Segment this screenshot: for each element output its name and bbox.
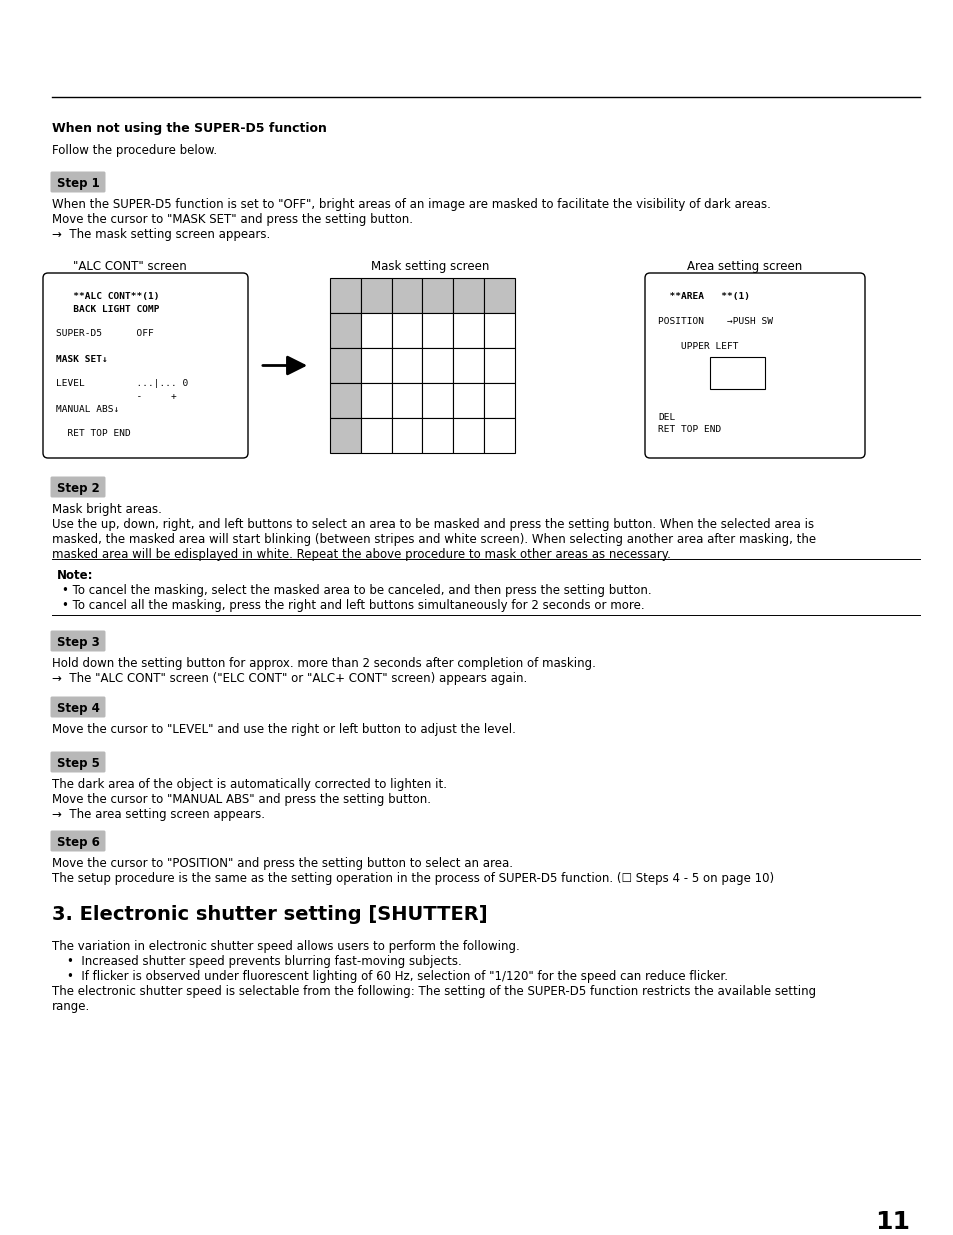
Bar	[484, 278, 515, 312]
Text: LEVEL         ...|... 0: LEVEL ...|... 0	[56, 379, 188, 389]
Text: Mask setting screen: Mask setting screen	[371, 261, 489, 273]
Text: masked, the masked area will start blinking (between stripes and white screen). : masked, the masked area will start blink…	[52, 534, 815, 546]
Text: RET TOP END: RET TOP END	[658, 425, 720, 433]
Text: Move the cursor to "POSITION" and press the setting button to select an area.: Move the cursor to "POSITION" and press …	[52, 857, 513, 869]
Bar	[422, 348, 453, 383]
Text: •  Increased shutter speed prevents blurring fast-moving subjects.: • Increased shutter speed prevents blurr…	[67, 955, 461, 968]
Text: Area setting screen: Area setting screen	[687, 261, 801, 273]
Bar	[709, 357, 764, 389]
FancyBboxPatch shape	[644, 273, 864, 458]
Bar	[330, 312, 360, 348]
Text: •  If flicker is observed under fluorescent lighting of 60 Hz, selection of "1/1: • If flicker is observed under fluoresce…	[67, 969, 727, 983]
Bar	[422, 383, 453, 417]
Text: **ALC CONT**(1): **ALC CONT**(1)	[56, 291, 159, 301]
Text: -     +: - +	[56, 391, 176, 401]
FancyBboxPatch shape	[51, 631, 106, 652]
Text: POSITION    →PUSH SW: POSITION →PUSH SW	[658, 317, 772, 326]
Text: UPPER LEFT: UPPER LEFT	[658, 342, 738, 351]
Bar	[360, 312, 392, 348]
Bar	[392, 348, 422, 383]
FancyBboxPatch shape	[51, 172, 106, 193]
Text: Step 4: Step 4	[57, 701, 100, 715]
Bar	[484, 417, 515, 453]
Text: • To cancel the masking, select the masked area to be canceled, and then press t: • To cancel the masking, select the mask…	[62, 584, 651, 597]
Text: MASK SET↓: MASK SET↓	[56, 354, 108, 363]
Bar	[453, 312, 484, 348]
Text: RET TOP END: RET TOP END	[56, 430, 131, 438]
Text: • To cancel all the masking, press the right and left buttons simultaneously for: • To cancel all the masking, press the r…	[62, 599, 644, 613]
Bar	[453, 383, 484, 417]
Bar	[453, 278, 484, 312]
Bar	[360, 417, 392, 453]
Text: Move the cursor to "MASK SET" and press the setting button.: Move the cursor to "MASK SET" and press …	[52, 212, 413, 226]
Text: Move the cursor to "LEVEL" and use the right or left button to adjust the level.: Move the cursor to "LEVEL" and use the r…	[52, 722, 516, 736]
Bar	[360, 383, 392, 417]
Text: →  The mask setting screen appears.: → The mask setting screen appears.	[52, 228, 270, 241]
Text: Note:: Note:	[57, 569, 93, 582]
Text: Move the cursor to "MANUAL ABS" and press the setting button.: Move the cursor to "MANUAL ABS" and pres…	[52, 793, 431, 806]
Text: **AREA   **(1): **AREA **(1)	[658, 291, 749, 301]
Bar	[392, 417, 422, 453]
FancyBboxPatch shape	[51, 752, 106, 773]
Bar	[484, 383, 515, 417]
FancyBboxPatch shape	[43, 273, 248, 458]
Text: Follow the procedure below.: Follow the procedure below.	[52, 144, 217, 157]
Text: The electronic shutter speed is selectable from the following: The setting of th: The electronic shutter speed is selectab…	[52, 986, 815, 998]
Text: Step 1: Step 1	[57, 177, 100, 190]
Bar	[422, 312, 453, 348]
Text: Step 5: Step 5	[57, 757, 100, 769]
Text: MANUAL ABS↓: MANUAL ABS↓	[56, 405, 119, 414]
Text: DEL: DEL	[658, 412, 675, 421]
Text: When not using the SUPER-D5 function: When not using the SUPER-D5 function	[52, 122, 327, 135]
Bar	[392, 312, 422, 348]
Text: The variation in electronic shutter speed allows users to perform the following.: The variation in electronic shutter spee…	[52, 940, 519, 953]
Text: Step 2: Step 2	[57, 482, 100, 495]
Text: Use the up, down, right, and left buttons to select an area to be masked and pre: Use the up, down, right, and left button…	[52, 517, 813, 531]
Bar	[330, 417, 360, 453]
Text: →  The "ALC CONT" screen ("ELC CONT" or "ALC+ CONT" screen) appears again.: → The "ALC CONT" screen ("ELC CONT" or "…	[52, 672, 527, 685]
Text: 11: 11	[874, 1210, 909, 1234]
Bar	[360, 278, 392, 312]
Text: Mask bright areas.: Mask bright areas.	[52, 503, 162, 516]
Text: SUPER-D5      OFF: SUPER-D5 OFF	[56, 330, 153, 338]
Text: "ALC CONT" screen: "ALC CONT" screen	[73, 261, 187, 273]
Bar	[330, 348, 360, 383]
FancyBboxPatch shape	[51, 477, 106, 498]
Bar	[484, 348, 515, 383]
Bar	[360, 348, 392, 383]
Bar	[453, 417, 484, 453]
Text: The setup procedure is the same as the setting operation in the process of SUPER: The setup procedure is the same as the s…	[52, 872, 773, 885]
Bar	[422, 278, 453, 312]
Text: masked area will be edisplayed in white. Repeat the above procedure to mask othe: masked area will be edisplayed in white.…	[52, 548, 670, 561]
Bar	[484, 312, 515, 348]
Bar	[330, 278, 360, 312]
Text: BACK LIGHT COMP: BACK LIGHT COMP	[56, 305, 159, 314]
Text: The dark area of the object is automatically corrected to lighten it.: The dark area of the object is automatic…	[52, 778, 447, 790]
Text: Hold down the setting button for approx. more than 2 seconds after completion of: Hold down the setting button for approx.…	[52, 657, 596, 671]
Text: Step 6: Step 6	[57, 836, 100, 848]
Bar	[330, 383, 360, 417]
Bar	[392, 383, 422, 417]
FancyBboxPatch shape	[51, 830, 106, 851]
Bar	[453, 348, 484, 383]
Bar	[422, 417, 453, 453]
Text: When the SUPER-D5 function is set to "OFF", bright areas of an image are masked : When the SUPER-D5 function is set to "OF…	[52, 198, 770, 211]
Bar	[392, 278, 422, 312]
Text: 3. Electronic shutter setting [SHUTTER]: 3. Electronic shutter setting [SHUTTER]	[52, 905, 487, 924]
FancyBboxPatch shape	[51, 697, 106, 718]
Text: →  The area setting screen appears.: → The area setting screen appears.	[52, 808, 265, 821]
Text: Step 3: Step 3	[57, 636, 100, 650]
Text: range.: range.	[52, 1000, 91, 1013]
